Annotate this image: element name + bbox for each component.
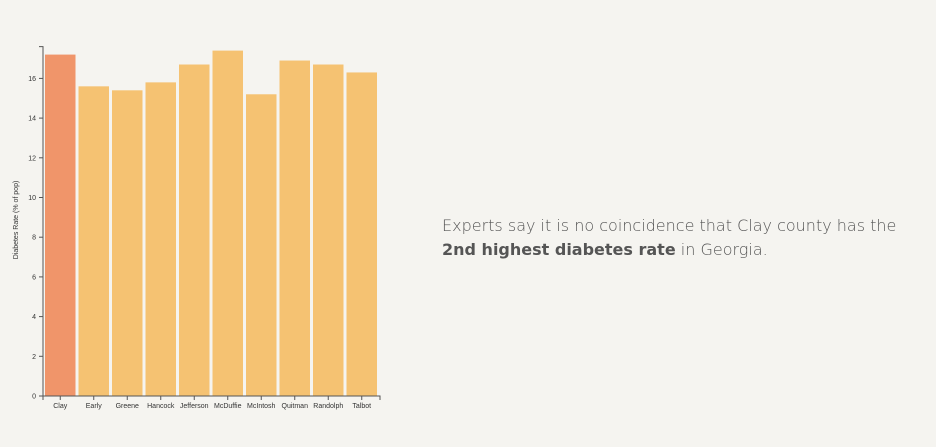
x-axis: Clay Early Greene Hancock Jefferson McDuffie M… xyxy=(42,395,381,410)
x-tick-label: Jefferson xyxy=(180,403,209,410)
x-tick-label: Early xyxy=(86,403,102,410)
y-tick-label: 0 xyxy=(32,394,36,401)
bars xyxy=(45,50,377,397)
bar-clay xyxy=(45,54,76,397)
x-tick-label: Randolph xyxy=(313,403,343,410)
x-tick-label: Clay xyxy=(53,403,68,410)
x-tick-label: McDuffie xyxy=(214,403,242,410)
y-tick-label: 6 xyxy=(32,274,36,281)
bar-mcintosh xyxy=(246,94,277,396)
bar-mcduffie xyxy=(212,50,243,397)
y-tick-label: 4 xyxy=(32,314,36,321)
y-axis-line xyxy=(39,46,44,397)
y-tick-label: 8 xyxy=(32,235,36,242)
bar-randolph xyxy=(313,64,344,396)
y-tick-label: 2 xyxy=(32,354,36,361)
x-tick-label: Talbot xyxy=(352,403,371,410)
diabetes-rate-bar-chart: 0 2 4 6 8 10 12 14 16 Clay Early Greene Hancock Jeff… xyxy=(13,46,381,410)
bar-jefferson xyxy=(179,64,210,396)
x-axis-line xyxy=(42,395,381,400)
y-axis-label: Diabetes Rate (% of pop) xyxy=(13,181,20,260)
y-tick-label: 14 xyxy=(28,116,36,123)
bar-early xyxy=(78,86,109,396)
x-tick-label: Hancock xyxy=(147,403,175,410)
caption: Experts say it is no coincidence that Cl… xyxy=(442,214,912,262)
y-tick-label: 16 xyxy=(28,76,36,83)
caption-tail: in Georgia. xyxy=(675,240,768,259)
y-tick-label: 12 xyxy=(28,155,36,162)
bar-greene xyxy=(112,90,143,396)
bar-hancock xyxy=(145,82,176,397)
caption-emphasis: 2nd highest diabetes rate xyxy=(442,240,676,259)
x-tick-label: Quitman xyxy=(282,403,309,410)
y-axis: 0 2 4 6 8 10 12 14 16 xyxy=(28,46,44,401)
x-tick-label: McIntosh xyxy=(247,403,276,410)
bar-quitman xyxy=(279,60,310,396)
bar-talbot xyxy=(346,72,377,396)
y-tick-label: 10 xyxy=(28,195,36,202)
x-tick-label: Greene xyxy=(116,403,139,410)
caption-line1: Experts say it is no coincidence that Cl… xyxy=(442,216,897,235)
